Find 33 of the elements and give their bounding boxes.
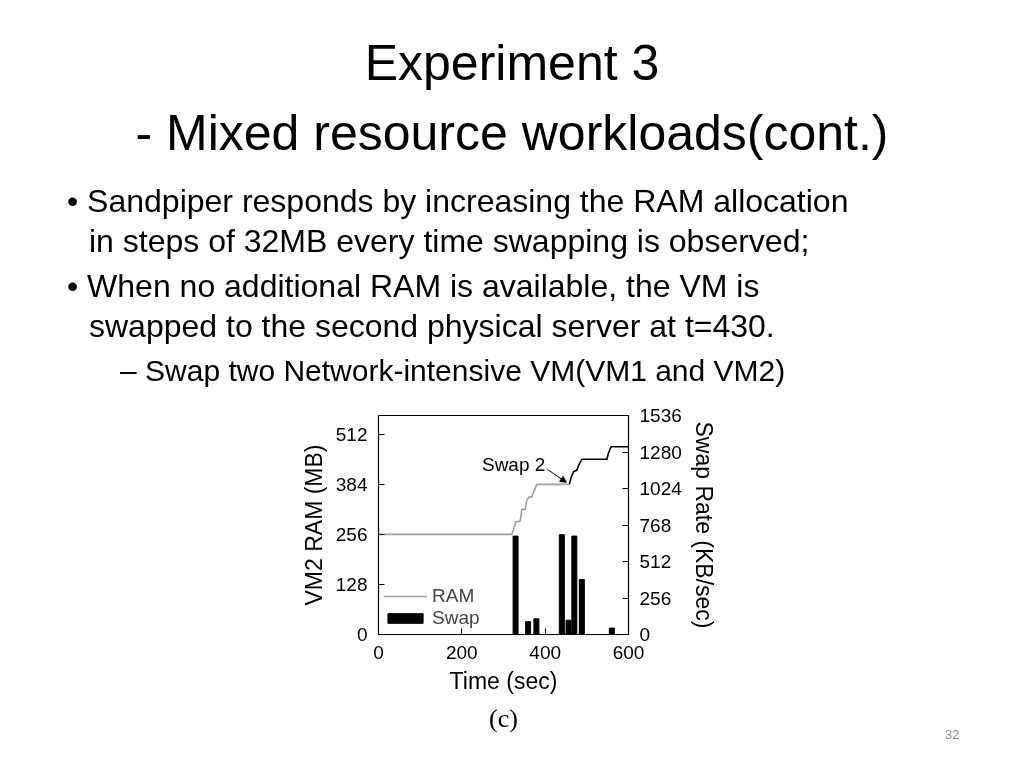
y-tick-label: 384 [335,473,368,495]
annotation: Swap 2 [481,453,546,475]
y-tick-label: 128 [335,573,368,595]
y2-tick-label: 768 [639,514,672,536]
y2-tick-label: 256 [639,587,672,609]
text: (c) [489,703,518,733]
y2-tick-label: 1536 [639,405,682,426]
text: – Swap two Network-intensive VM(VM1 and VM2) [120,354,786,387]
y2-tick-label: 1280 [639,441,682,463]
y-tick-label: 512 [335,423,368,445]
y2-tick-label: 1024 [639,478,683,499]
text: • Sandpiper responds by increasing the RAM allocation in steps of 32MB every time swapping is observed; [67,182,850,261]
x-tick-label: 200 [445,641,478,663]
chart-title: Experiment 3 [364,35,660,91]
x-axis-title: Time (sec) [449,667,558,694]
y-tick-label: 256 [335,523,368,545]
x-tick-label: 0 [373,641,384,663]
bar [608,627,615,635]
y-axis-title: VM2 RAM (MB) [300,444,327,606]
chart-subtitle: - Mixed resource workloads(cont.) [135,105,889,161]
y-tick-label: 0 [356,624,368,645]
bar [512,535,519,635]
legend-label: RAM [432,585,475,607]
text: • When no additional RAM is available, the VM is swapped to the second physical server at t=430. [67,267,776,346]
y2-tick-label: 512 [639,551,672,572]
y2-axis-title: Swap Rate (KB/sec) [690,421,717,629]
line-series [568,445,629,486]
bar [533,618,540,635]
bar [525,621,532,635]
text: 32 [945,727,960,742]
x-tick-label: 400 [529,641,562,663]
legend-label: Swap [432,607,480,629]
bar [578,579,585,635]
